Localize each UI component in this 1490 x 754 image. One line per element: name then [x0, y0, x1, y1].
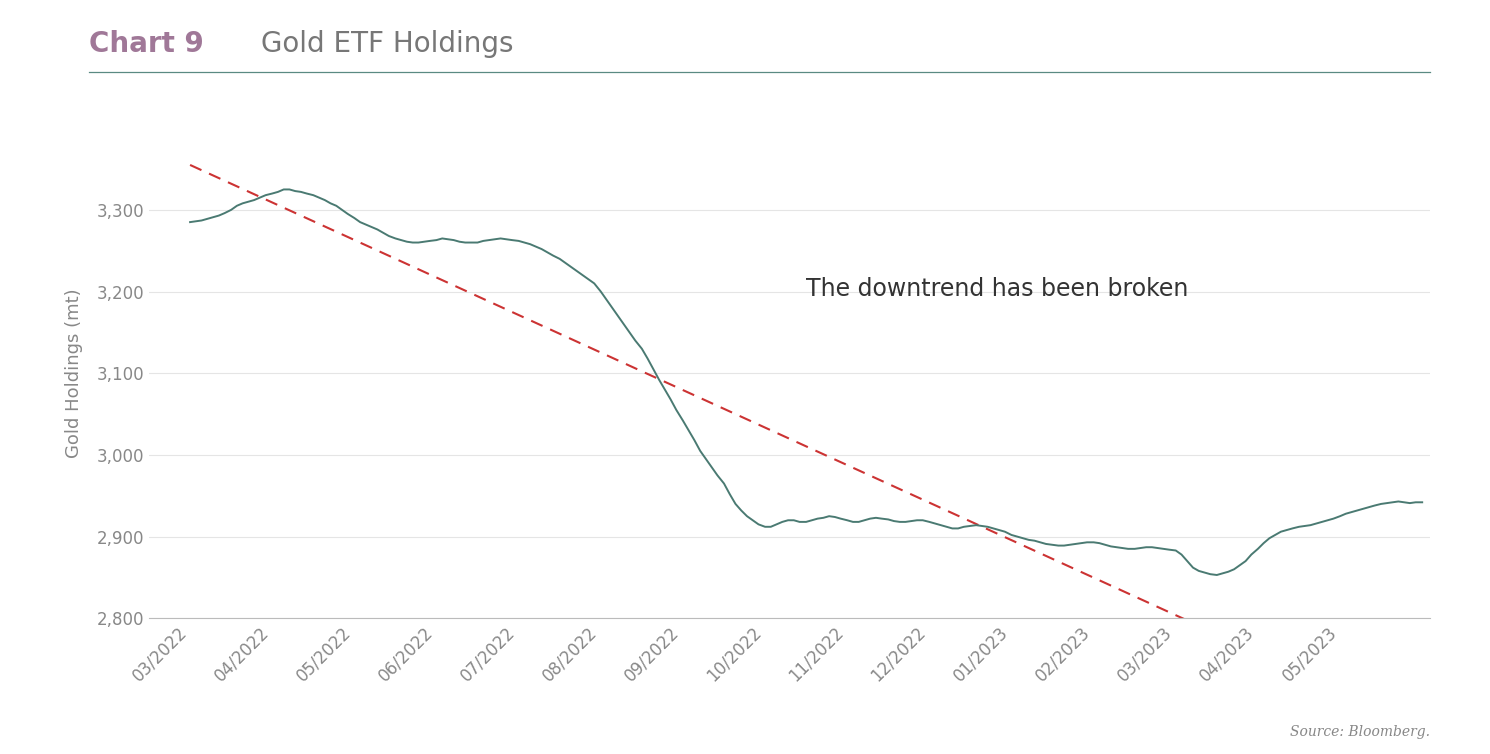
Text: Source: Bloomberg.: Source: Bloomberg. — [1290, 725, 1430, 739]
Text: Gold ETF Holdings: Gold ETF Holdings — [261, 30, 513, 58]
Text: Chart 9: Chart 9 — [89, 30, 204, 58]
Text: The downtrend has been broken: The downtrend has been broken — [806, 277, 1189, 301]
Y-axis label: Gold Holdings (mt): Gold Holdings (mt) — [64, 289, 82, 458]
